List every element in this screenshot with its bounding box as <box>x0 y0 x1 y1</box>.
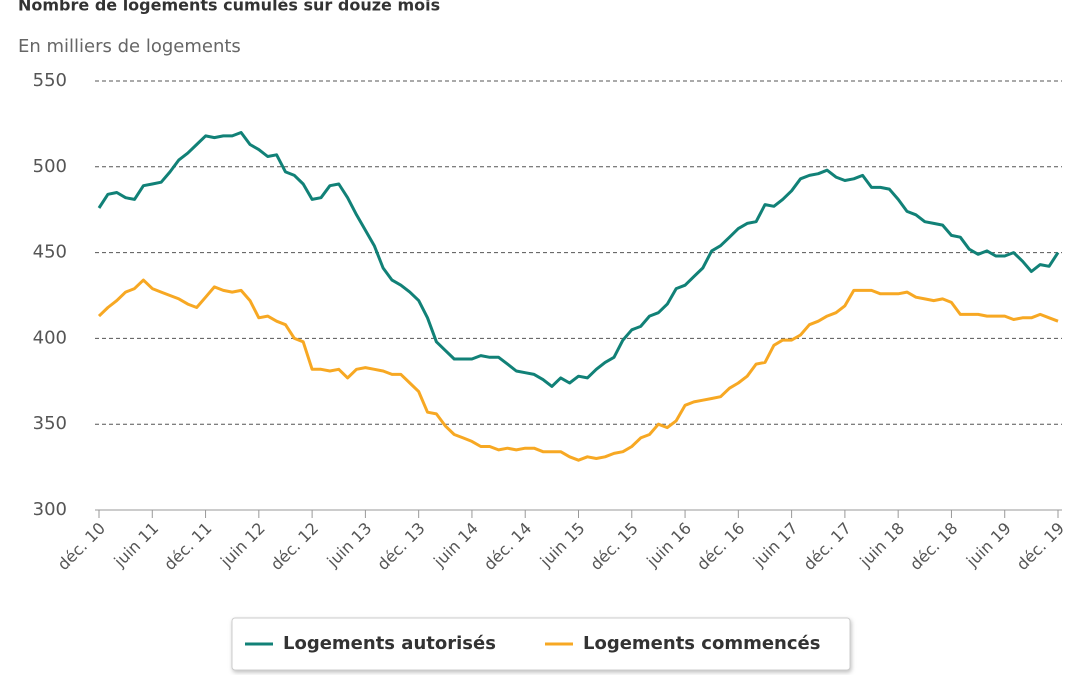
x-tick-label: juin 16 <box>642 519 695 572</box>
series-line <box>97 131 1060 388</box>
legend-box <box>231 617 851 671</box>
x-tick-label: déc. 11 <box>160 519 215 574</box>
x-tick-label: déc. 17 <box>800 519 855 574</box>
x-tick-label: déc. 15 <box>586 519 641 574</box>
x-tick-label: juin 11 <box>110 519 163 572</box>
x-tick-label: déc. 16 <box>693 519 748 574</box>
x-tick-label: juin 12 <box>216 519 269 572</box>
y-tick-label: 550 <box>33 70 67 91</box>
series-line <box>97 278 1059 462</box>
y-tick-label: 350 <box>33 413 67 434</box>
x-tick-label: déc. 19 <box>1013 519 1068 574</box>
x-tick-label: juin 18 <box>855 519 908 572</box>
chart-title: Nombre de logements cumulés sur douze mo… <box>18 0 440 15</box>
x-tick-label: déc. 13 <box>373 519 428 574</box>
y-tick-label: 450 <box>33 242 67 263</box>
y-tick-label: 500 <box>33 156 67 177</box>
legend-label: Logements autorisés <box>283 633 496 654</box>
y-tick-label: 300 <box>33 499 67 520</box>
legend-label: Logements commencés <box>583 633 820 654</box>
x-tick-label: juin 17 <box>749 519 802 572</box>
x-tick-label: déc. 12 <box>267 519 322 574</box>
y-tick-label: 400 <box>33 327 67 348</box>
x-tick-label: déc. 18 <box>906 519 961 574</box>
x-tick-label: juin 13 <box>323 519 376 572</box>
x-tick-label: déc. 14 <box>480 519 535 574</box>
x-tick-label: déc. 10 <box>54 519 109 574</box>
x-tick-label: juin 19 <box>962 519 1015 572</box>
chart-subtitle: En milliers de logements <box>18 36 241 57</box>
x-tick-label: juin 15 <box>536 519 589 572</box>
x-tick-label: juin 14 <box>429 519 482 572</box>
